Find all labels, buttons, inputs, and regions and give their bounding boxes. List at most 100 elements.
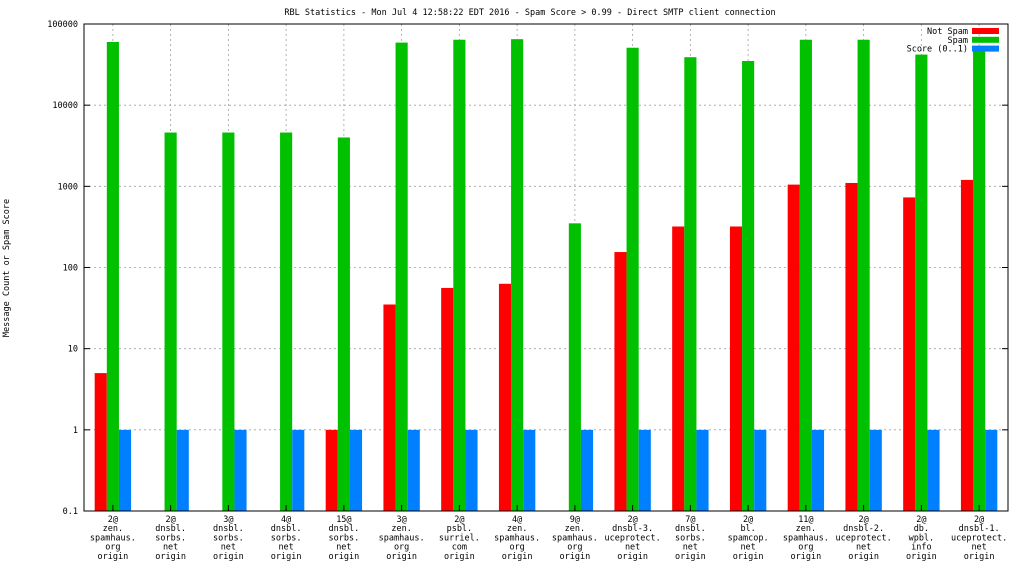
bar-score-0-1 bbox=[754, 429, 767, 511]
bar-spam bbox=[568, 223, 581, 511]
x-tick-label: zen. bbox=[103, 524, 123, 534]
x-tick-label: sorbs. bbox=[329, 533, 360, 543]
y-tick-label: 1 bbox=[73, 426, 78, 436]
y-tick-label: 100 bbox=[63, 264, 78, 274]
x-tick-label: spamhaus. bbox=[783, 533, 829, 543]
x-tick-label: net bbox=[740, 543, 755, 553]
x-tick-label: 2@ bbox=[974, 515, 984, 525]
bar-spam bbox=[973, 49, 986, 511]
bar-not-spam bbox=[903, 197, 916, 512]
legend-label: Not Spam bbox=[927, 27, 968, 37]
bar-spam bbox=[511, 39, 524, 511]
legend-swatch bbox=[972, 28, 999, 34]
bar-spam bbox=[222, 132, 235, 511]
bar-score-0-1 bbox=[118, 429, 132, 511]
x-tick-label: spamhaus. bbox=[90, 533, 136, 543]
x-tick-label: origin bbox=[675, 552, 706, 562]
y-tick-label: 10 bbox=[68, 345, 78, 355]
x-tick-label: origin bbox=[155, 552, 186, 562]
x-tick-label: zen. bbox=[391, 524, 411, 534]
bar-score-0-1 bbox=[985, 429, 998, 511]
x-tick-label: net bbox=[163, 543, 178, 553]
bar-score-0-1 bbox=[176, 429, 189, 511]
x-tick-label: dnsbl. bbox=[329, 524, 360, 534]
x-tick-label: dnsbl-2. bbox=[843, 524, 884, 534]
x-tick-label: net bbox=[856, 543, 871, 553]
x-tick-label: 2@ bbox=[859, 515, 869, 525]
x-tick-label: zen. bbox=[507, 524, 527, 534]
x-tick-label: 11@ bbox=[798, 515, 813, 525]
x-tick-label: db. bbox=[914, 524, 929, 534]
bar-spam bbox=[395, 42, 408, 511]
x-tick-label: sorbs. bbox=[155, 533, 186, 543]
x-tick-label: 2@ bbox=[743, 515, 753, 525]
x-tick-label: surriel. bbox=[439, 533, 480, 543]
x-tick-label: dnsbl-1. bbox=[959, 524, 1000, 534]
x-tick-label: origin bbox=[271, 552, 302, 562]
x-tick-label: 3@ bbox=[223, 515, 233, 525]
x-tick-label: org bbox=[105, 543, 120, 553]
x-tick-label: dnsbl. bbox=[675, 524, 706, 534]
x-tick-label: 3@ bbox=[397, 515, 407, 525]
x-tick-label: org bbox=[798, 543, 813, 553]
x-tick-label: zen. bbox=[565, 524, 585, 534]
chart-title: RBL Statistics - Mon Jul 4 12:58:22 EDT … bbox=[284, 8, 775, 18]
x-tick-label: 15@ bbox=[336, 515, 351, 525]
x-tick-label: origin bbox=[964, 552, 995, 562]
x-tick-label: info bbox=[911, 543, 931, 553]
legend-label: Score (0..1) bbox=[907, 45, 968, 55]
x-tick-label: org bbox=[509, 543, 524, 553]
bar-score-0-1 bbox=[349, 429, 363, 511]
y-axis-label: Message Count or Spam Score bbox=[2, 199, 12, 337]
bar-spam bbox=[626, 47, 639, 511]
bar-score-0-1 bbox=[696, 429, 709, 511]
bar-score-0-1 bbox=[638, 429, 651, 511]
bar-score-0-1 bbox=[234, 429, 247, 511]
x-tick-label: dnsbl. bbox=[213, 524, 244, 534]
x-tick-label: 4@ bbox=[281, 515, 291, 525]
legend-label: Spam bbox=[948, 36, 968, 46]
x-tick-label: net bbox=[278, 543, 293, 553]
bars bbox=[94, 39, 998, 512]
x-tick-label: origin bbox=[791, 552, 822, 562]
bar-not-spam bbox=[845, 182, 858, 511]
x-tick-label: net bbox=[221, 543, 236, 553]
bar-spam bbox=[857, 39, 870, 512]
bar-spam bbox=[280, 132, 293, 511]
bar-spam bbox=[337, 137, 350, 511]
y-tick-label: 10000 bbox=[52, 101, 78, 111]
x-tick-label: bl. bbox=[740, 524, 755, 534]
x-tick-label: uceprotect. bbox=[604, 533, 660, 543]
x-tick-label: spamhaus. bbox=[552, 533, 598, 543]
y-tick-label: 100000 bbox=[47, 20, 78, 30]
x-tick-label: origin bbox=[386, 552, 417, 562]
bar-score-0-1 bbox=[523, 429, 536, 511]
bar-not-spam bbox=[729, 226, 743, 511]
x-tick-label: 9@ bbox=[570, 515, 580, 525]
bar-spam bbox=[453, 39, 466, 512]
x-tick-label: sorbs. bbox=[213, 533, 244, 543]
bar-not-spam bbox=[94, 373, 107, 511]
x-tick-label: 2@ bbox=[108, 515, 118, 525]
x-tick-label: net bbox=[625, 543, 640, 553]
legend-swatch bbox=[972, 45, 999, 52]
x-tick-label: 4@ bbox=[512, 515, 522, 525]
x-tick-label: origin bbox=[444, 552, 475, 562]
bar-spam bbox=[106, 42, 119, 512]
legend-swatch bbox=[972, 36, 999, 43]
bar-score-0-1 bbox=[869, 429, 882, 511]
x-tick-label: dnsbl. bbox=[271, 524, 302, 534]
bar-not-spam bbox=[787, 184, 800, 511]
bar-spam bbox=[799, 39, 812, 512]
x-tick-label: wpbl. bbox=[909, 533, 935, 543]
x-tick-label: origin bbox=[906, 552, 937, 562]
bar-spam bbox=[164, 132, 177, 511]
y-tick-label: 1000 bbox=[58, 182, 78, 192]
x-tick-label: sorbs. bbox=[675, 533, 706, 543]
bar-spam bbox=[915, 54, 928, 512]
x-tick-label: org bbox=[394, 543, 409, 553]
tick-labels: 0.11101001000100001000002@zen.spamhaus.o… bbox=[47, 20, 1007, 562]
bar-score-0-1 bbox=[811, 429, 825, 511]
